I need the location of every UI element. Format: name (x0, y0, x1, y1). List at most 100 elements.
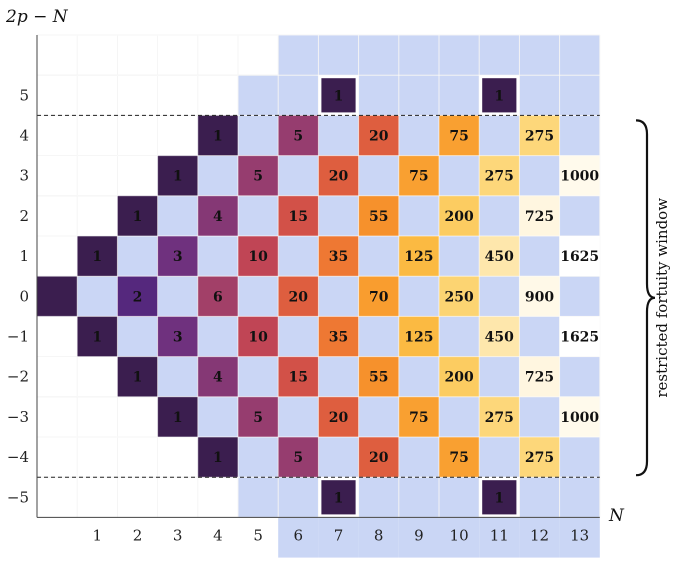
x-tick-label: 12 (530, 526, 549, 544)
background-cell (519, 75, 560, 116)
heatmap-cell (238, 396, 279, 437)
heatmap-cell (358, 195, 399, 236)
cell-value-label: 4 (213, 209, 223, 225)
background-cell (398, 356, 439, 397)
heatmap-cell (77, 316, 118, 357)
heatmap-cell (318, 75, 359, 116)
background-cell (318, 115, 359, 156)
cell-value-label: 55 (369, 370, 388, 386)
background-cell (318, 276, 359, 317)
heatmap-cell (519, 437, 560, 478)
cell-value-label: 1 (173, 169, 183, 185)
background-cell (398, 437, 439, 478)
heatmap-cell (278, 276, 319, 317)
heatmap-cell (157, 316, 198, 357)
background-cell (519, 155, 560, 196)
cell-value-label: 10 (248, 249, 268, 265)
background-cell (157, 195, 198, 236)
heatmap-cell (439, 195, 480, 236)
heatmap-cell (318, 396, 359, 437)
background-cell (479, 115, 520, 156)
heatmap-cell (398, 236, 439, 277)
cell-value-label: 725 (525, 209, 554, 225)
heatmap-cell (479, 477, 520, 518)
heatmap-cell (398, 396, 439, 437)
heatmap-cell (238, 155, 279, 196)
background-cell (278, 236, 319, 277)
y-tick-label: −4 (7, 448, 29, 466)
background-cell (519, 396, 560, 437)
x-tick-label: 6 (294, 526, 304, 544)
background-cell (238, 115, 279, 156)
background-cell (559, 75, 600, 116)
heatmap-cell (117, 195, 158, 236)
background-cell (519, 316, 560, 357)
heatmap-cell (197, 195, 238, 236)
heatmap-cell (117, 276, 158, 317)
background-cell (519, 517, 560, 558)
cell-value-label: 20 (369, 450, 389, 466)
y-tick-label: 5 (19, 86, 29, 104)
background-cell (479, 276, 520, 317)
cell-value-label: 6 (213, 289, 223, 305)
cell-value-label: 4 (213, 370, 223, 386)
background-cell (318, 437, 359, 478)
background-cell (238, 276, 279, 317)
y-axis-title: 2p − N (5, 7, 69, 27)
cell-value-label: 75 (409, 410, 428, 426)
heatmap-cell (439, 437, 480, 478)
heatmap-cell (318, 236, 359, 277)
background-cell (439, 35, 480, 76)
background-cell (479, 195, 520, 236)
heatmap-cell (197, 115, 238, 156)
heatmap-cell (278, 195, 319, 236)
x-tick-label: 13 (570, 526, 589, 544)
heatmap-cell (77, 236, 118, 277)
heatmap-cell (358, 115, 399, 156)
background-cell (479, 517, 520, 558)
cell-value-label: 10 (248, 330, 268, 346)
background-cell (157, 276, 198, 317)
restricted-window-label: restricted fortuity window (653, 198, 671, 398)
background-cell (238, 195, 279, 236)
heatmap-cell (479, 316, 520, 357)
cell-value-label: 1 (92, 330, 102, 346)
heatmap-cell (559, 396, 600, 437)
cell-value-label: 15 (289, 209, 308, 225)
heatmap-cell (278, 356, 319, 397)
cell-value-label: 275 (485, 169, 514, 185)
heatmap-cell (358, 356, 399, 397)
background-cell (479, 356, 520, 397)
y-tick-label: 2 (19, 207, 29, 225)
cell-value-label: 275 (525, 450, 554, 466)
background-cell (358, 517, 399, 558)
background-cell (519, 477, 560, 518)
heatmap-cell (398, 155, 439, 196)
background-cell (77, 276, 118, 317)
cell-value-label: 20 (329, 169, 349, 185)
background-cell (559, 356, 600, 397)
heatmap-cell (197, 437, 238, 478)
x-tick-label: 11 (490, 526, 509, 544)
heatmap-cell (398, 316, 439, 357)
background-cell (398, 75, 439, 116)
cell-value-label: 125 (404, 249, 433, 265)
restricted-window-brace (635, 119, 656, 477)
cell-value-label: 20 (369, 129, 389, 145)
cell-value-label: 3 (173, 249, 183, 265)
cell-value-label: 450 (485, 249, 514, 265)
heatmap-cell (559, 155, 600, 196)
y-tick-label: 3 (19, 167, 29, 185)
cell-value-label: 1000 (560, 169, 599, 185)
cell-value-label: 1 (213, 450, 223, 466)
cell-value-label: 1 (92, 249, 102, 265)
cell-value-label: 200 (444, 209, 473, 225)
cell-value-label: 70 (369, 289, 389, 305)
background-cell (358, 35, 399, 76)
cell-value-label: 275 (485, 410, 514, 426)
heatmap-cell (479, 75, 520, 116)
heatmap-cell (479, 236, 520, 277)
y-tick-label: −2 (7, 368, 29, 386)
heatmap-cell (479, 396, 520, 437)
